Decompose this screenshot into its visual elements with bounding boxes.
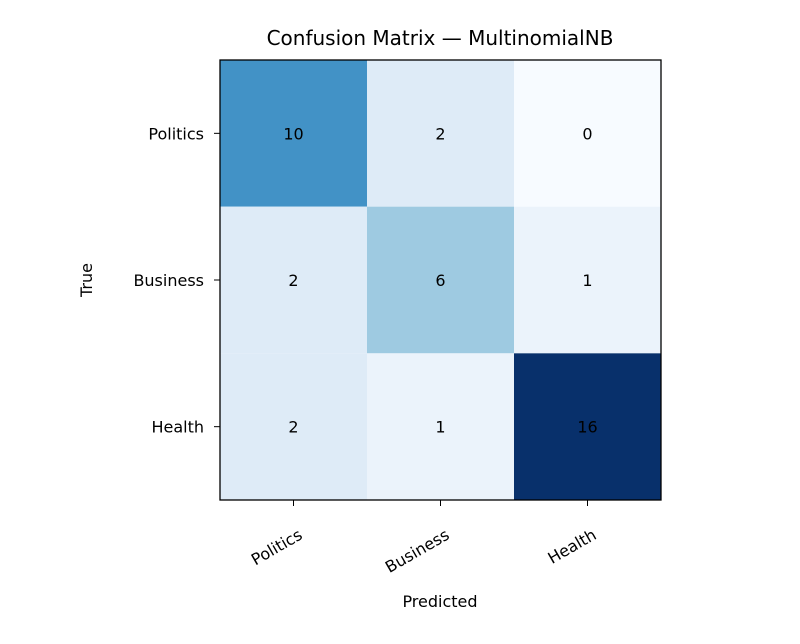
heatmap-cell	[220, 60, 367, 207]
heatmap-cell	[514, 206, 661, 354]
x-tick-label: Politics	[248, 525, 306, 569]
x-tick-label: Health	[544, 525, 599, 568]
x-tick-label: Business	[382, 525, 453, 577]
cell-value-label: 6	[435, 271, 445, 290]
cell-value-label: 10	[283, 124, 303, 143]
cell-value-label: 16	[577, 418, 597, 437]
y-axis-ticks: Politics Business Health	[133, 124, 220, 437]
cell-value-labels: 10 2 0 2 6 1 2 1 16	[283, 124, 597, 436]
y-tick-label: Health	[151, 418, 204, 437]
y-tick-label: Politics	[148, 124, 204, 143]
heatmap-cell	[220, 206, 367, 354]
heatmap-cell	[367, 206, 514, 354]
heatmap-cells	[220, 60, 661, 500]
x-axis-label: Predicted	[402, 592, 477, 611]
cell-value-label: 2	[288, 271, 298, 290]
heatmap-cell	[367, 353, 514, 500]
cell-value-label: 1	[435, 418, 445, 437]
x-axis-ticks: Politics Business Health	[248, 500, 600, 577]
cell-value-label: 1	[582, 271, 592, 290]
heatmap-cell	[514, 60, 661, 207]
cell-value-label: 2	[288, 418, 298, 437]
heatmap-cell	[220, 353, 367, 500]
chart-title: Confusion Matrix — MultinomialNB	[267, 26, 614, 50]
cell-value-label: 2	[435, 124, 445, 143]
cell-value-label: 0	[582, 124, 592, 143]
y-axis-label: True	[77, 263, 96, 298]
y-tick-label: Business	[133, 271, 204, 290]
heatmap-cell	[367, 60, 514, 207]
heatmap-cell	[514, 353, 661, 500]
